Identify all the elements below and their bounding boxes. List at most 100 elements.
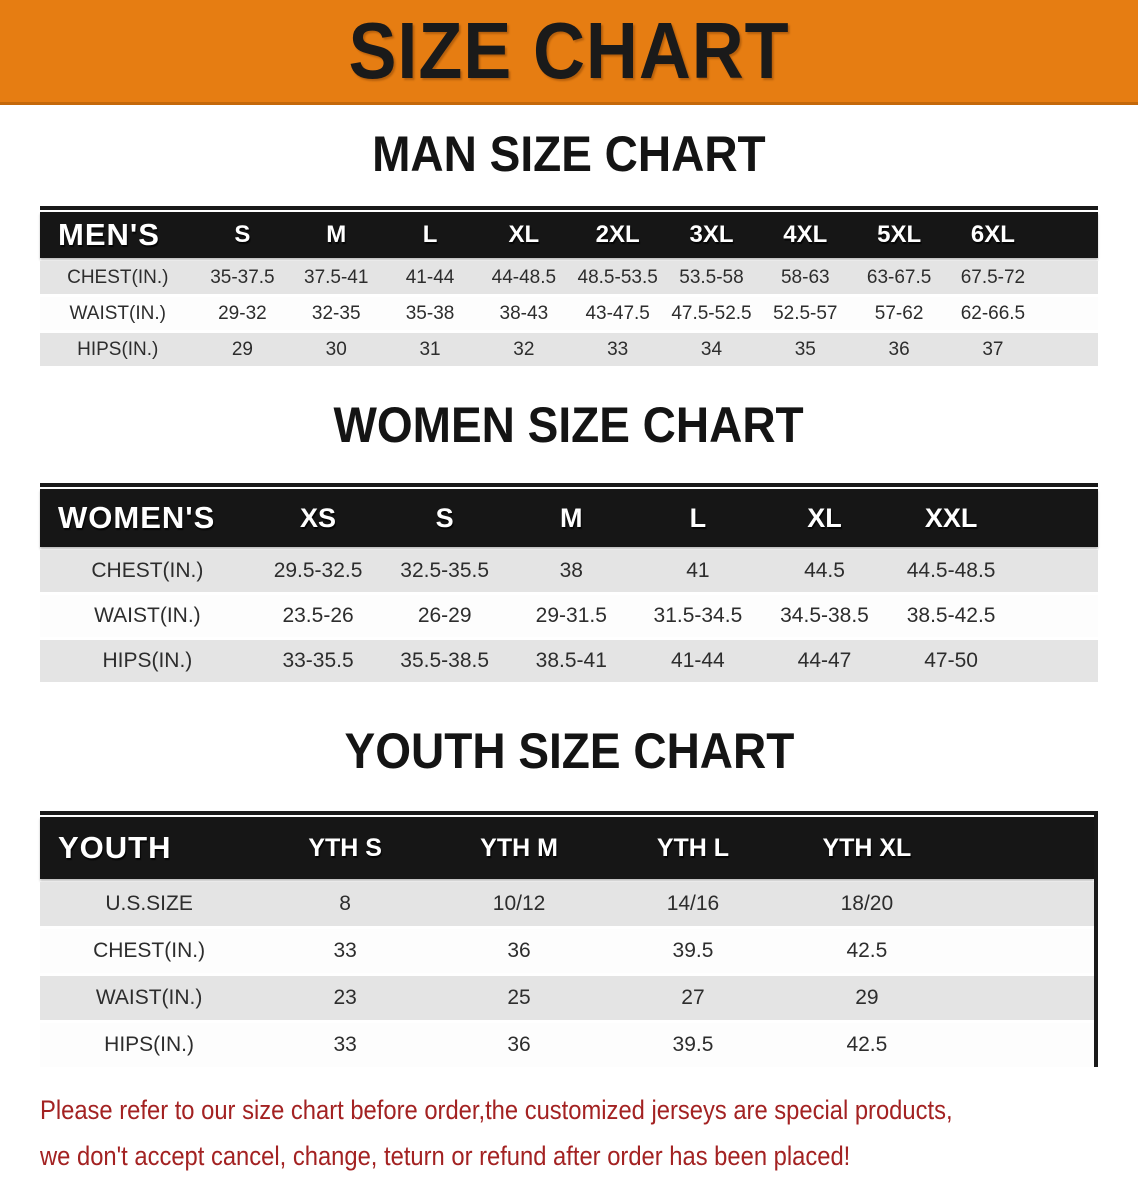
- women-size-table: WOMEN'S XS S M L XL XXL CHEST(IN.) 29.5-32.5 32…: [40, 483, 1098, 682]
- size-value: 32-35: [311, 302, 361, 324]
- row-label: HIPS(IN.): [77, 338, 159, 360]
- size-value: 33: [333, 1033, 357, 1056]
- size-value: 36: [507, 1033, 531, 1056]
- size-value: 47-50: [924, 649, 978, 672]
- table-row: CHEST(IN.) 35-37.5 37.5-41 41-44 44-48.5 48.5…: [40, 261, 1098, 294]
- women-size-chart-heading: WOMEN SIZE CHART: [0, 400, 1138, 463]
- size-value: 23: [333, 986, 357, 1009]
- row-label: CHEST(IN.): [67, 266, 169, 288]
- men-size-table: MEN'S S M L XL 2XL 3XL 4XL 5XL 6XL CHEST(IN.) 35-…: [40, 206, 1098, 366]
- size-value: 44.5: [804, 559, 845, 582]
- size-value: 43-47.5: [585, 302, 650, 324]
- size-column-header: S: [435, 502, 454, 533]
- size-value: 36: [888, 338, 910, 360]
- size-value: 31.5-34.5: [653, 604, 743, 627]
- size-value: 30: [325, 338, 347, 360]
- banner-title: SIZE CHART: [348, 6, 790, 95]
- size-value: 29.5-32.5: [273, 559, 363, 582]
- size-value: 38.5-42.5: [906, 604, 996, 627]
- size-value: 47.5-52.5: [671, 302, 752, 324]
- size-column-header: S: [234, 221, 251, 248]
- size-column-header: YTH M: [480, 833, 558, 862]
- youth-size-table: YOUTH YTH S YTH M YTH L YTH XL U.S.SIZE 8 10/…: [40, 811, 1098, 1067]
- table-row: U.S.SIZE 8 10/12 14/16 18/20: [40, 882, 1094, 926]
- size-value: 38-43: [499, 302, 549, 324]
- size-value: 25: [507, 986, 531, 1009]
- size-value: 63-67.5: [866, 266, 932, 288]
- size-value: 10/12: [492, 892, 546, 915]
- size-value: 39.5: [672, 1033, 714, 1056]
- size-column-header: L: [422, 221, 438, 248]
- youth-table-header-label: YOUTH: [58, 830, 172, 865]
- man-size-chart-heading: MAN SIZE CHART: [0, 129, 1138, 192]
- size-column-header: 2XL: [595, 221, 640, 248]
- size-value: 8: [339, 892, 351, 915]
- size-value: 38.5-41: [535, 649, 607, 672]
- size-value: 44-48.5: [491, 266, 557, 288]
- size-value: 31: [419, 338, 441, 360]
- size-value: 44.5-48.5: [906, 559, 996, 582]
- size-value: 41-44: [405, 266, 455, 288]
- row-label: HIPS(IN.): [102, 649, 193, 672]
- order-disclaimer: Please refer to our size chart before or…: [40, 1087, 1138, 1179]
- size-column-header: 4XL: [783, 221, 828, 248]
- size-value: 33: [607, 338, 629, 360]
- size-column-header: XL: [807, 502, 842, 533]
- size-value: 52.5-57: [773, 302, 838, 324]
- youth-table-body: U.S.SIZE 8 10/12 14/16 18/20 CHEST(IN.) 33 36 39…: [40, 882, 1094, 1067]
- size-column-header: 3XL: [689, 221, 734, 248]
- size-value: 48.5-53.5: [577, 266, 658, 288]
- size-value: 32: [513, 338, 535, 360]
- row-label: CHEST(IN.): [93, 939, 206, 962]
- size-value: 34: [700, 338, 723, 360]
- table-row: WAIST(IN.) 23.5-26 26-29 29-31.5 31.5-34.5 34…: [40, 595, 1098, 637]
- size-value: 38: [559, 559, 583, 582]
- size-value: 35.5-38.5: [400, 649, 490, 672]
- size-value: 42.5: [846, 939, 888, 962]
- women-table-header-bar: WOMEN'S XS S M L XL XXL: [40, 489, 1098, 547]
- row-label: WAIST(IN.): [69, 302, 166, 324]
- size-value: 35: [794, 338, 816, 360]
- size-value: 33: [333, 939, 357, 962]
- size-column-header: XL: [508, 221, 540, 248]
- table-top-border: [40, 206, 1098, 210]
- women-table-body: CHEST(IN.) 29.5-32.5 32.5-35.5 38 41 44.5 44.5…: [40, 550, 1098, 682]
- size-value: 67.5-72: [960, 266, 1026, 288]
- size-column-header: YTH S: [308, 833, 382, 862]
- size-value: 58-63: [780, 266, 830, 288]
- table-row: HIPS(IN.) 33-35.5 35.5-38.5 38.5-41 41-44 44-…: [40, 640, 1098, 682]
- men-table-header-label: MEN'S: [58, 217, 160, 252]
- youth-size-chart-heading-text: YOUTH SIZE CHART: [344, 723, 794, 779]
- size-value: 37: [982, 338, 1004, 360]
- table-row: WAIST(IN.) 29-32 32-35 35-38 38-43 43-47.5 47.…: [40, 297, 1098, 330]
- size-value: 18/20: [840, 892, 894, 915]
- size-column-header: L: [689, 502, 707, 533]
- row-label: U.S.SIZE: [105, 892, 193, 915]
- size-value: 32.5-35.5: [400, 559, 490, 582]
- size-column-header: XS: [300, 502, 337, 533]
- table-row: CHEST(IN.) 33 36 39.5 42.5: [40, 929, 1094, 973]
- size-column-header: M: [326, 221, 347, 248]
- size-value: 42.5: [846, 1033, 888, 1056]
- size-value: 29-32: [218, 302, 267, 324]
- size-column-header: XXL: [924, 502, 978, 533]
- size-value: 26-29: [417, 604, 472, 627]
- row-label: CHEST(IN.): [91, 559, 204, 582]
- youth-table-header-bar: YOUTH YTH S YTH M YTH L YTH XL: [40, 817, 1094, 879]
- size-value: 23.5-26: [282, 604, 354, 627]
- size-value: 34.5-38.5: [780, 604, 869, 627]
- table-top-border: [40, 811, 1094, 815]
- women-size-chart-heading-text: WOMEN SIZE CHART: [333, 397, 805, 453]
- size-column-header: YTH XL: [822, 833, 912, 862]
- table-row: WAIST(IN.) 23 25 27 29: [40, 976, 1094, 1020]
- disclaimer-line-2: we don't accept cancel, change, teturn o…: [40, 1141, 851, 1171]
- size-value: 29-31.5: [535, 604, 607, 627]
- size-value: 44-47: [797, 649, 852, 672]
- size-value: 62-66.5: [960, 302, 1026, 324]
- size-chart-banner: SIZE CHART: [0, 0, 1138, 105]
- women-table-header-label: WOMEN'S: [58, 500, 216, 535]
- size-value: 27: [681, 986, 705, 1009]
- size-value: 29: [855, 986, 879, 1009]
- men-table-header-bar: MEN'S S M L XL 2XL 3XL 4XL 5XL 6XL: [40, 212, 1098, 258]
- size-value: 57-62: [874, 302, 924, 324]
